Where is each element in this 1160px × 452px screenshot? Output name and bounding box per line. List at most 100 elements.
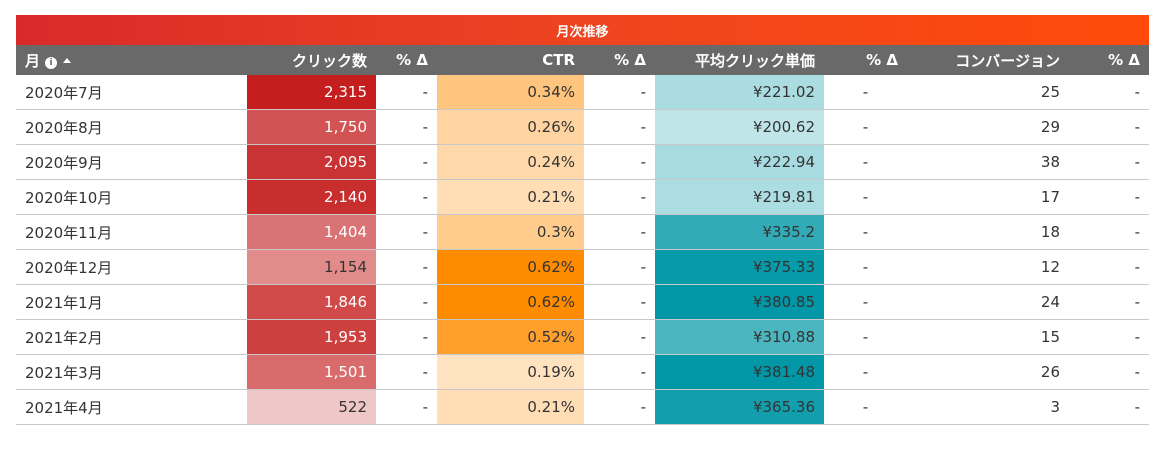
cell-month: 2020年11月: [16, 214, 247, 250]
cell-conversions: 25: [907, 75, 1069, 110]
cell-clicks: 2,095: [247, 144, 376, 180]
cell-conversions: 12: [907, 249, 1069, 285]
cell-ctr: 0.62%: [437, 249, 584, 285]
cell-ctr: 0.62%: [437, 284, 584, 320]
cell-clicks: 1,846: [247, 284, 376, 320]
cell-cpc: ¥219.81: [655, 179, 824, 215]
column-header-month-label: 月: [25, 51, 41, 70]
column-header-ctr-delta[interactable]: % Δ: [584, 45, 655, 75]
cell-conversions: 38: [907, 144, 1069, 180]
cell-cpc: ¥381.48: [655, 354, 824, 390]
cell-conversions-delta: -: [1069, 319, 1149, 355]
cell-clicks-delta: -: [376, 319, 437, 355]
table-row: 2020年8月 1,750-0.26% - ¥200.62-29-: [16, 109, 1149, 145]
cell-ctr: 0.21%: [437, 179, 584, 215]
cell-cpc-delta: -: [824, 284, 907, 320]
cell-conversions-delta: -: [1069, 179, 1149, 215]
cell-ctr-delta: -: [584, 144, 655, 180]
cell-cpc-delta: -: [824, 214, 907, 250]
cell-cpc-delta: -: [824, 179, 907, 215]
table-row: 2021年1月 1,846-0.62% - ¥380.85-24-: [16, 284, 1149, 320]
cell-conversions: 15: [907, 319, 1069, 355]
table-row: 2020年11月 1,404-0.3% - ¥335.2-18-: [16, 214, 1149, 250]
cell-ctr: 0.3%: [437, 214, 584, 250]
cell-clicks-delta: -: [376, 214, 437, 250]
cell-cpc: ¥221.02: [655, 75, 824, 110]
cell-clicks-delta: -: [376, 354, 437, 390]
cell-month: 2020年8月: [16, 109, 247, 145]
cell-conversions-delta: -: [1069, 144, 1149, 180]
cell-ctr-delta: -: [584, 389, 655, 425]
column-header-cpc-delta[interactable]: % Δ: [824, 45, 907, 75]
cell-cpc-delta: -: [824, 319, 907, 355]
cell-cpc: ¥222.94: [655, 144, 824, 180]
cell-conversions-delta: -: [1069, 354, 1149, 390]
table-row: 2020年9月 2,095-0.24% - ¥222.94-38-: [16, 144, 1149, 180]
cell-month: 2020年10月: [16, 179, 247, 215]
cell-conversions-delta: -: [1069, 389, 1149, 425]
cell-month: 2021年1月: [16, 284, 247, 320]
column-header-clicks-delta[interactable]: % Δ: [376, 45, 437, 75]
column-header-ctr[interactable]: CTR: [437, 45, 584, 75]
cell-ctr: 0.21%: [437, 389, 584, 425]
cell-clicks-delta: -: [376, 389, 437, 425]
cell-conversions: 3: [907, 389, 1069, 425]
cell-ctr-delta: -: [584, 214, 655, 250]
cell-cpc: ¥335.2: [655, 214, 824, 250]
cell-conversions: 29: [907, 109, 1069, 145]
cell-ctr: 0.24%: [437, 144, 584, 180]
cell-clicks-delta: -: [376, 144, 437, 180]
column-header-conversions-delta[interactable]: % Δ: [1069, 45, 1149, 75]
cell-clicks: 1,154: [247, 249, 376, 285]
cell-clicks: 1,501: [247, 354, 376, 390]
cell-month: 2020年9月: [16, 144, 247, 180]
cell-ctr-delta: -: [584, 354, 655, 390]
cell-ctr: 0.19%: [437, 354, 584, 390]
cell-clicks-delta: -: [376, 75, 437, 110]
cell-conversions: 18: [907, 214, 1069, 250]
cell-conversions-delta: -: [1069, 249, 1149, 285]
cell-clicks: 522: [247, 389, 376, 425]
sort-ascending-icon[interactable]: [63, 57, 72, 63]
cell-ctr-delta: -: [584, 75, 655, 110]
cell-conversions-delta: -: [1069, 75, 1149, 110]
cell-cpc-delta: -: [824, 144, 907, 180]
cell-ctr-delta: -: [584, 109, 655, 145]
cell-month: 2021年4月: [16, 389, 247, 425]
cell-cpc: ¥365.36: [655, 389, 824, 425]
cell-clicks-delta: -: [376, 109, 437, 145]
cell-cpc-delta: -: [824, 109, 907, 145]
cell-clicks: 1,953: [247, 319, 376, 355]
table-row: 2021年3月 1,501-0.19% - ¥381.48-26-: [16, 354, 1149, 390]
cell-conversions: 24: [907, 284, 1069, 320]
table-row: 2021年4月 522-0.21% - ¥365.36-3-: [16, 389, 1149, 425]
cell-clicks: 2,140: [247, 179, 376, 215]
column-header-cpc[interactable]: 平均クリック単価: [655, 45, 824, 75]
cell-cpc: ¥375.33: [655, 249, 824, 285]
cell-cpc-delta: -: [824, 354, 907, 390]
cell-conversions: 26: [907, 354, 1069, 390]
cell-clicks: 1,404: [247, 214, 376, 250]
cell-ctr: 0.34%: [437, 75, 584, 110]
cell-clicks-delta: -: [376, 179, 437, 215]
cell-conversions-delta: -: [1069, 109, 1149, 145]
cell-ctr-delta: -: [584, 179, 655, 215]
info-icon[interactable]: i: [45, 56, 58, 69]
cell-conversions-delta: -: [1069, 284, 1149, 320]
cell-clicks: 1,750: [247, 109, 376, 145]
cell-conversions-delta: -: [1069, 214, 1149, 250]
cell-cpc-delta: -: [824, 389, 907, 425]
column-header-clicks[interactable]: クリック数: [247, 45, 376, 75]
table-row: 2020年10月 2,140-0.21% - ¥219.81-17-: [16, 179, 1149, 215]
cell-ctr: 0.26%: [437, 109, 584, 145]
cell-cpc: ¥310.88: [655, 319, 824, 355]
cell-ctr-delta: -: [584, 284, 655, 320]
cell-month: 2020年12月: [16, 249, 247, 285]
column-header-conversions[interactable]: コンバージョン: [907, 45, 1069, 75]
table-row: 2020年7月 2,315-0.34% - ¥221.02-25-: [16, 75, 1149, 110]
cell-clicks-delta: -: [376, 284, 437, 320]
